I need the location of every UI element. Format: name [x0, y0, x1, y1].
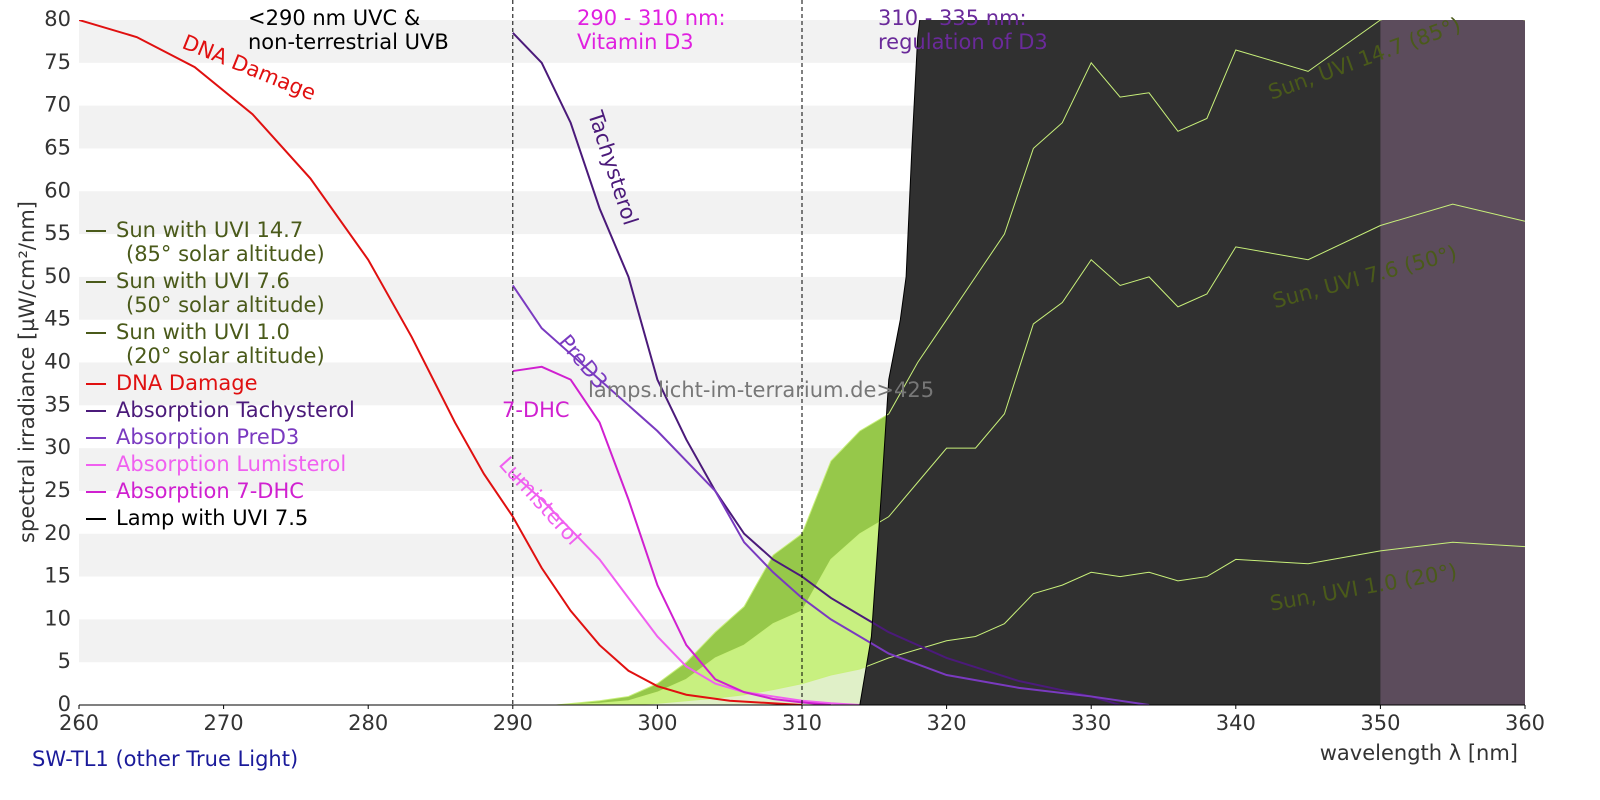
- line: [556, 541, 1525, 705]
- x-tick-label: 290: [493, 711, 533, 735]
- y-tick-label: 50: [44, 264, 71, 288]
- x-tick-label: 310: [782, 711, 822, 735]
- y-tick-label: 25: [44, 478, 71, 502]
- legend-item: Lamp with UVI 7.5: [86, 506, 355, 530]
- annotation: 290 - 310 nm: Vitamin D3: [577, 6, 726, 54]
- y-tick-label: 0: [58, 692, 71, 716]
- annotation: SW-TL1 (other True Light): [32, 747, 299, 771]
- y-tick-label: 30: [44, 435, 71, 459]
- x-tick-label: 330: [1071, 711, 1111, 735]
- y-tick-label: 40: [44, 350, 71, 374]
- legend-swatch: [86, 464, 106, 466]
- x-tick-label: 340: [1216, 711, 1256, 735]
- legend: Sun with UVI 14.7 (85° solar altitude) Su…: [86, 218, 355, 533]
- legend-swatch: [86, 518, 106, 520]
- legend-item: Absorption Lumisterol: [86, 452, 355, 476]
- legend-swatch: [86, 410, 106, 412]
- legend-swatch: [86, 230, 106, 232]
- legend-label: Lamp with UVI 7.5: [116, 506, 309, 530]
- legend-item: Sun with UVI 14.7 (85° solar altitude): [86, 218, 355, 266]
- x-tick-label: 270: [204, 711, 244, 735]
- legend-label: Absorption Tachysterol: [116, 398, 355, 422]
- legend-swatch: [86, 491, 106, 493]
- area: [859, 20, 1525, 705]
- y-tick-label: 60: [44, 178, 71, 202]
- line: [512, 32, 1121, 705]
- legend-label: Sun with UVI 7.6 (50° solar altitude): [116, 269, 325, 317]
- y-tick-label: 55: [44, 221, 71, 245]
- y-tick-label: 70: [44, 93, 71, 117]
- x-tick-label: 260: [59, 711, 99, 735]
- legend-item: DNA Damage: [86, 371, 355, 395]
- x-tick-label: 360: [1505, 711, 1545, 735]
- legend-label: Absorption PreD3: [116, 425, 300, 449]
- legend-label: Sun with UVI 1.0 (20° solar altitude): [116, 320, 325, 368]
- highlight-region: [1380, 20, 1525, 705]
- annotation: lamps.licht-im-terrarium.de>425: [588, 378, 935, 402]
- legend-item: Sun with UVI 7.6 (50° solar altitude): [86, 269, 355, 317]
- y-tick-label: 65: [44, 135, 71, 159]
- y-tick-label: 80: [44, 7, 71, 31]
- line: [511, 284, 1150, 705]
- line: [556, 203, 1525, 705]
- line: [512, 365, 832, 705]
- y-tick-label: 75: [44, 50, 71, 74]
- line: [859, 20, 921, 705]
- legend-label: DNA Damage: [116, 371, 258, 395]
- legend-item: Sun with UVI 1.0 (20° solar altitude): [86, 320, 355, 368]
- annotation: <290 nm UVC & non-terrestrial UVB: [248, 6, 449, 54]
- y-tick-label: 15: [44, 564, 71, 588]
- legend-item: Absorption Tachysterol: [86, 398, 355, 422]
- x-tick-label: 320: [927, 711, 967, 735]
- y-tick-label: 20: [44, 521, 71, 545]
- annotation: 310 - 335 nm: regulation of D3: [878, 6, 1048, 54]
- x-axis-label: wavelength λ [nm]: [1320, 741, 1518, 765]
- curve-label: 7-DHC: [502, 398, 570, 422]
- y-tick-label: 5: [58, 649, 71, 673]
- line: [556, 20, 1525, 705]
- x-tick-label: 280: [348, 711, 388, 735]
- legend-label: Absorption 7-DHC: [116, 479, 304, 503]
- legend-label: Sun with UVI 14.7 (85° solar altitude): [116, 218, 325, 266]
- y-axis-label: spectral irradiance [µW/cm²/nm]: [15, 201, 39, 543]
- legend-item: Absorption 7-DHC: [86, 479, 355, 503]
- legend-item: Absorption PreD3: [86, 425, 355, 449]
- x-tick-label: 300: [637, 711, 677, 735]
- legend-swatch: [86, 281, 106, 283]
- y-tick-label: 45: [44, 307, 71, 331]
- x-tick-label: 350: [1360, 711, 1400, 735]
- y-tick-label: 35: [44, 392, 71, 416]
- legend-label: Absorption Lumisterol: [116, 452, 347, 476]
- line: [79, 20, 803, 705]
- y-tick-label: 10: [44, 606, 71, 630]
- legend-swatch: [86, 383, 106, 385]
- legend-swatch: [86, 332, 106, 334]
- legend-swatch: [86, 437, 106, 439]
